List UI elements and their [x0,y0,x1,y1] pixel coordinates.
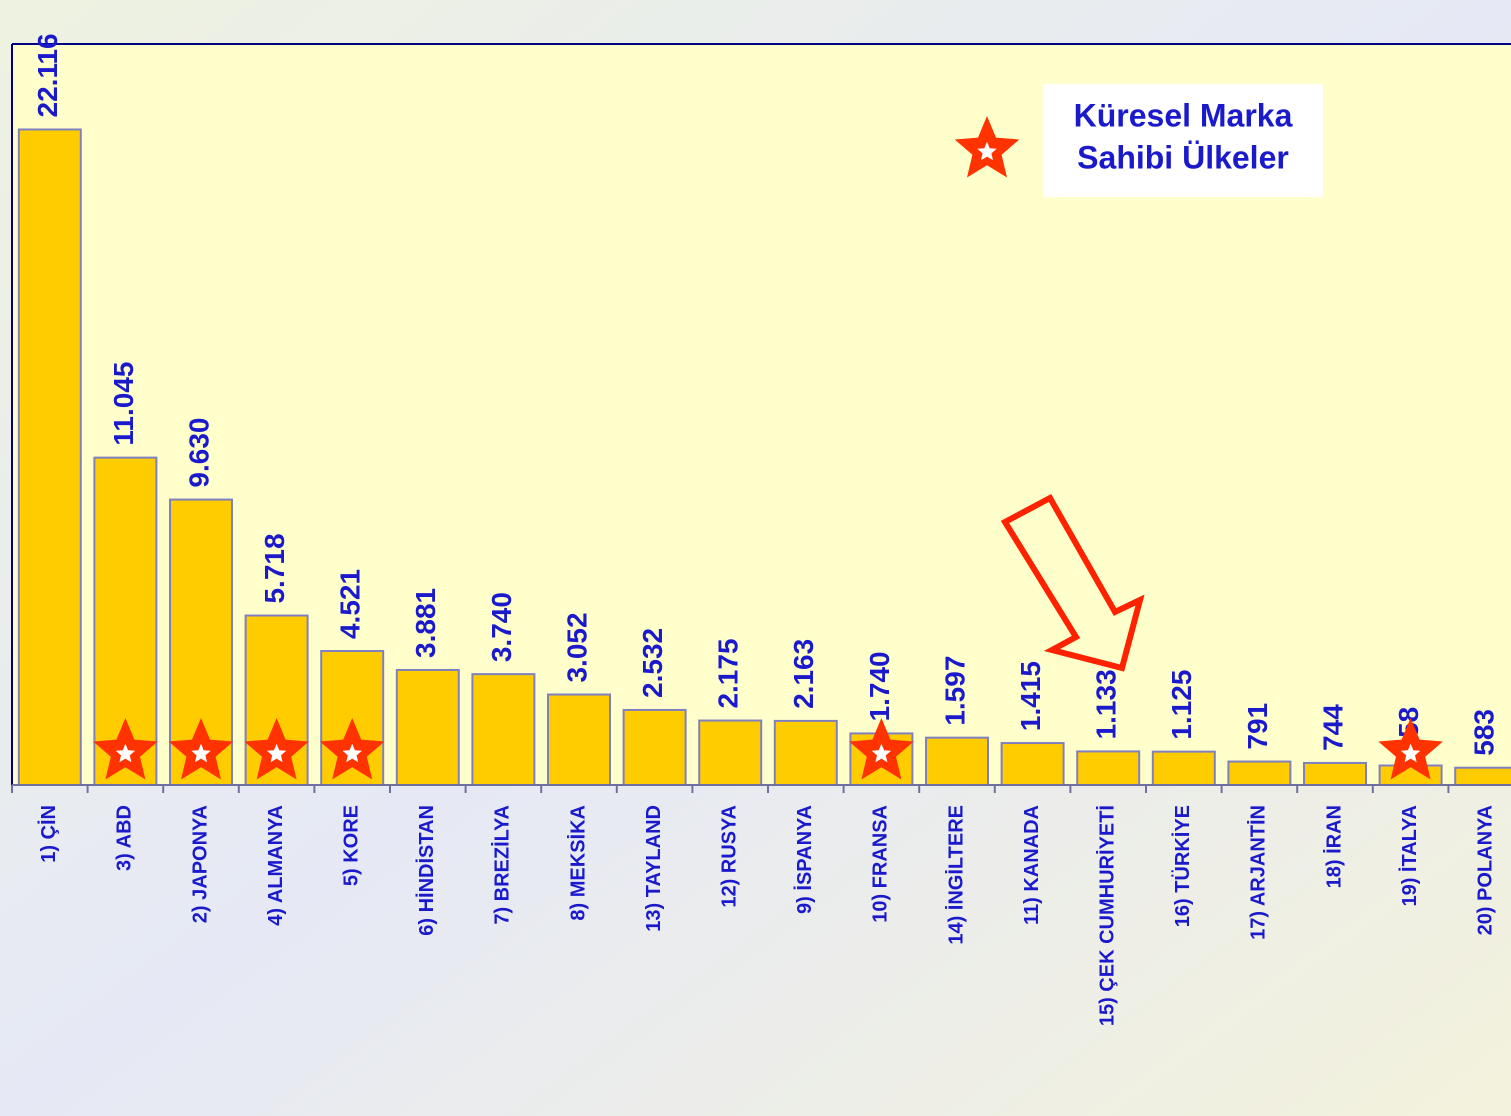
value-label: 1.133 [1091,669,1122,739]
x-tick-label: 4) ALMANYA [265,805,287,926]
x-tick-label: 8) MEKSİKA [566,805,589,921]
brand-star-inner [115,743,136,763]
x-tick-label: 6) HİNDİSTAN [415,805,438,936]
bar [547,693,611,786]
value-label: 5.718 [259,533,290,603]
value-label: 583 [1469,709,1500,756]
brand-star-inner [977,141,997,161]
bar [395,668,460,786]
x-tick-label: 5) KORE [340,805,362,886]
value-label: 2.163 [788,639,819,709]
x-tick-label: 16) TÜRKİYE [1171,805,1194,927]
legend-label: Sahibi Ülkeler [1077,139,1289,175]
value-label: 1.415 [1015,661,1046,731]
arrow [1000,493,1145,672]
x-tick-label: 14) İNGİLTERE [944,805,967,945]
value-label: 1.125 [1166,670,1197,740]
value-label: 1.597 [939,656,970,726]
value-label: 4.521 [335,569,366,639]
bar [17,128,82,787]
brand-star-inner [871,743,892,763]
bar [698,719,763,787]
value-label: 2.532 [637,628,668,698]
brand-star-inner [191,743,211,763]
x-tick-label: 3) ABD [114,805,136,871]
brand-star-inner [266,743,287,763]
bar [622,708,687,787]
value-label: 3.740 [486,592,517,662]
x-tick-label: 12) RUSYA [718,805,740,908]
bar [1454,766,1511,787]
bar [471,673,536,787]
value-label: 22.116 [32,33,63,117]
x-tick-label: 7) BREZİLYA [491,805,514,925]
legend-label: Küresel Marka [1074,97,1293,133]
x-tick-label: 9) İSPANYA [793,805,816,914]
bar [1000,742,1065,786]
brand-star-inner [1400,743,1421,763]
value-label: 744 [1317,704,1348,751]
bar [1378,764,1443,787]
value-label: 1.740 [864,651,895,721]
bar [1227,760,1292,786]
value-label: 3.881 [410,588,441,658]
bar [1303,761,1367,786]
x-tick-label: 15) ÇEK CUMHURİYETİ [1095,805,1118,1026]
x-tick-label: 20) POLANYA [1474,805,1496,935]
x-tick-label: 19) İTALYA [1398,805,1421,907]
x-tick-label: 1) ÇİN [37,805,60,863]
x-tick-label: 10) FRANSA [870,805,892,923]
x-tick-label: 11) KANADA [1021,805,1043,925]
x-tick-label: 13) TAYLAND [643,805,665,932]
brand-star-inner [342,743,362,763]
legend-box [1043,84,1323,197]
value-label: 3.052 [561,612,592,682]
bar [1076,750,1141,787]
value-label: 11.045 [108,362,139,446]
x-tick-label: 18) İRAN [1322,805,1345,888]
value-label: 791 [1242,703,1273,750]
x-tick-label: 17) ARJANTİN [1247,805,1270,940]
x-tick-label: 2) JAPONYA [189,805,211,923]
value-label: 9.630 [183,417,214,487]
bar [1151,750,1216,787]
bar [773,719,838,786]
bar [925,736,989,786]
value-label: 2.175 [713,638,744,708]
